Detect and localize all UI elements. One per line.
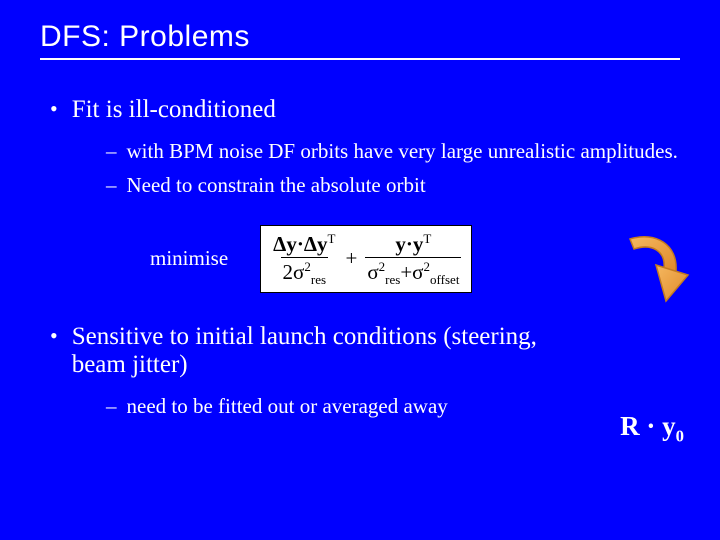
bullet-2-text: Sensitive to initial launch conditions (…: [72, 323, 560, 379]
fraction-1: Δy·ΔyT 2σ2res: [271, 232, 337, 286]
bullet-1-text: Fit is ill-conditioned: [72, 96, 276, 124]
bullet-marker: •: [50, 323, 58, 379]
bullet-marker: •: [50, 96, 58, 124]
minimise-row: minimise Δy·ΔyT 2σ2res + y·yT σ2res+σ2of…: [150, 225, 680, 293]
arrow-shaft: [630, 237, 676, 271]
curved-arrow-icon: [610, 225, 690, 318]
numerator-1: Δy·ΔyT: [271, 232, 337, 257]
numerator-2: y·yT: [393, 232, 433, 257]
slide-title: DFS: Problems: [40, 20, 680, 54]
arrow-head: [656, 265, 688, 301]
bullet-1a-text: with BPM noise DF orbits have very large…: [127, 138, 678, 164]
bullet-2a: – need to be fitted out or averaged away: [106, 393, 680, 419]
r-dot-y0: R · y0: [620, 411, 684, 446]
bullet-1: • Fit is ill-conditioned: [50, 96, 680, 124]
denominator-1: 2σ2res: [281, 257, 329, 286]
formula-box: Δy·ΔyT 2σ2res + y·yT σ2res+σ2offset: [260, 225, 472, 293]
bullet-2: • Sensitive to initial launch conditions…: [50, 323, 560, 379]
dash-marker: –: [106, 138, 117, 164]
title-underline: [40, 58, 680, 60]
denominator-2: σ2res+σ2offset: [365, 257, 461, 286]
slide: DFS: Problems • Fit is ill-conditioned –…: [0, 0, 720, 540]
plus-sign: +: [345, 248, 357, 269]
dash-marker: –: [106, 393, 117, 419]
fraction-2: y·yT σ2res+σ2offset: [365, 232, 461, 286]
dash-marker: –: [106, 172, 117, 198]
bullet-1b-text: Need to constrain the absolute orbit: [127, 172, 426, 198]
bullet-2a-text: need to be fitted out or averaged away: [127, 393, 448, 419]
bullet-1a: – with BPM noise DF orbits have very lar…: [106, 138, 680, 164]
bullet-1b: – Need to constrain the absolute orbit: [106, 172, 680, 198]
minimise-label: minimise: [150, 246, 228, 271]
